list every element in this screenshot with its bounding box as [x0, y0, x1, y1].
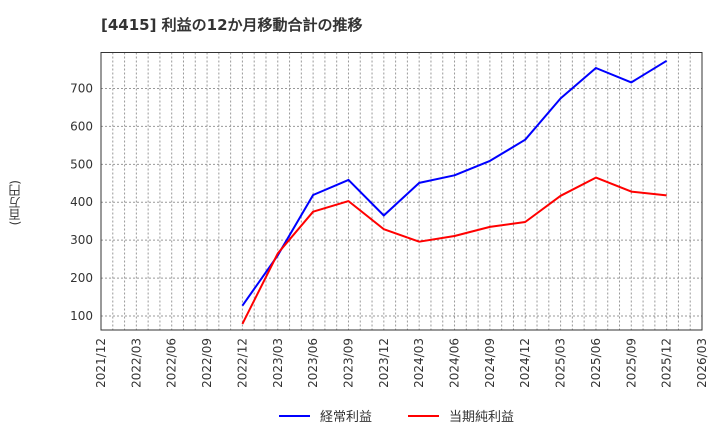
y-tick-label: 100 [70, 309, 93, 323]
legend-label: 経常利益 [320, 410, 373, 425]
series-ordinary-profit-line [241, 59, 668, 307]
x-axis-ticks: 2021/12 2022/03 2022/06 2022/09 2022/12 2023/… [94, 338, 709, 388]
x-tick-label: 2022/12 [235, 338, 249, 388]
x-tick-label: 2021/12 [94, 338, 108, 388]
x-tick-label: 2022/09 [200, 338, 214, 388]
x-tick-label: 2025/03 [554, 338, 568, 388]
legend: 経常利益 当期純利益 [0, 406, 720, 426]
x-tick-label: 2022/06 [165, 338, 179, 388]
x-tick-label: 2024/12 [518, 338, 532, 388]
x-tick-label: 2024/06 [448, 338, 462, 388]
x-tick-label: 2024/03 [412, 338, 426, 388]
chart-title: [4415] 利益の12か月移動合計の推移 [101, 16, 363, 34]
x-tick-label: 2023/03 [271, 338, 285, 388]
legend-item-ordinary-profit: 経常利益 [279, 406, 372, 425]
x-tick-label: 2025/12 [660, 338, 674, 388]
y-axis-ticks: 100 200 300 400 500 600 700 [70, 82, 93, 323]
legend-item-net-profit: 当期純利益 [408, 406, 514, 425]
x-tick-label: 2025/09 [624, 338, 638, 388]
x-tick-label: 2022/03 [129, 338, 143, 388]
series-net-profit-line [241, 176, 667, 325]
y-tick-label: 700 [70, 82, 93, 96]
y-tick-label: 500 [70, 157, 93, 171]
series-lines [241, 59, 668, 325]
legend-line-red-icon [408, 414, 439, 417]
y-tick-label: 200 [70, 271, 93, 285]
x-tick-label: 2023/06 [306, 338, 320, 388]
grid-lines [101, 52, 702, 330]
x-tick-label: 2023/09 [341, 338, 355, 388]
legend-label: 当期純利益 [449, 410, 515, 425]
x-tick-label: 2025/06 [589, 338, 603, 388]
y-tick-label: 600 [70, 119, 93, 133]
y-tick-label: 400 [70, 195, 93, 209]
x-tick-label: 2023/12 [377, 338, 391, 388]
plot-area-border [100, 52, 703, 331]
legend-line-blue-icon [279, 414, 310, 417]
x-tick-label: 2026/03 [695, 338, 709, 388]
x-tick-label: 2024/09 [483, 338, 497, 388]
y-tick-label: 300 [70, 233, 93, 247]
